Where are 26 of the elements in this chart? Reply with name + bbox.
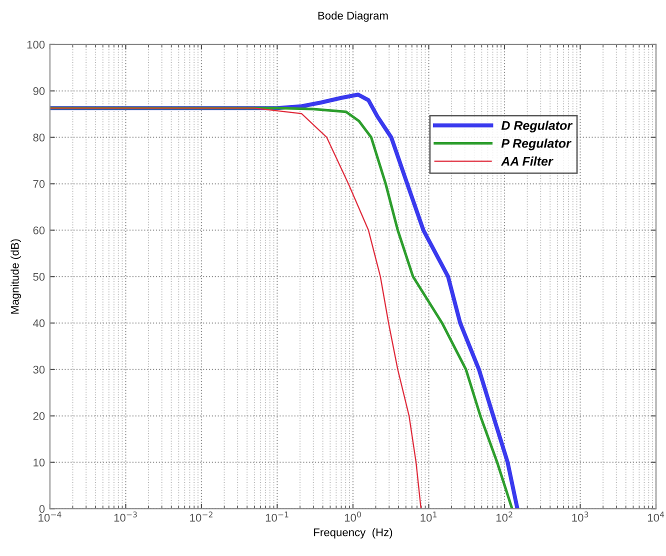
x-tick-label: 10$^{−1}$ [266, 512, 288, 522]
legend-label: AA Filter [500, 156, 554, 166]
y-tick-label: 60 [33, 226, 45, 234]
y-tick-label: 50 [33, 272, 45, 281]
x-tick-label: 10$^{−4}$ [38, 512, 62, 522]
y-tick-label: 90 [33, 87, 45, 96]
y-tick-label: 30 [33, 366, 45, 374]
x-tick-label: 10$^{2}$ [496, 512, 512, 522]
chart-title: Bode Diagram [318, 11, 388, 22]
y-axis-title: Magnitude (dB) [10, 239, 21, 314]
legend-label: D Regulator [501, 120, 573, 132]
x-tick-label: 10$^{1}$ [420, 512, 437, 522]
x-tick-label: 10$^{4}$ [648, 512, 664, 522]
y-tick-label: 100 [27, 40, 45, 49]
y-tick-label: 40 [32, 319, 45, 328]
y-tick-label: 20 [33, 412, 45, 420]
x-tick-label: 10$^{3}$ [572, 512, 588, 522]
y-tick-label: 0 [39, 505, 45, 513]
y-tick-label: 70 [33, 180, 45, 188]
x-axis-title: Frequency (Hz) [314, 528, 392, 538]
x-tick-label: 10$^{0}$ [344, 512, 361, 522]
legend-label: P Regulator [501, 138, 572, 150]
y-tick-label: 80 [33, 134, 45, 142]
x-tick-label: 10$^{−2}$ [190, 512, 212, 522]
y-tick-label: 10 [34, 458, 45, 466]
x-tick-label: 10$^{−3}$ [114, 512, 137, 522]
